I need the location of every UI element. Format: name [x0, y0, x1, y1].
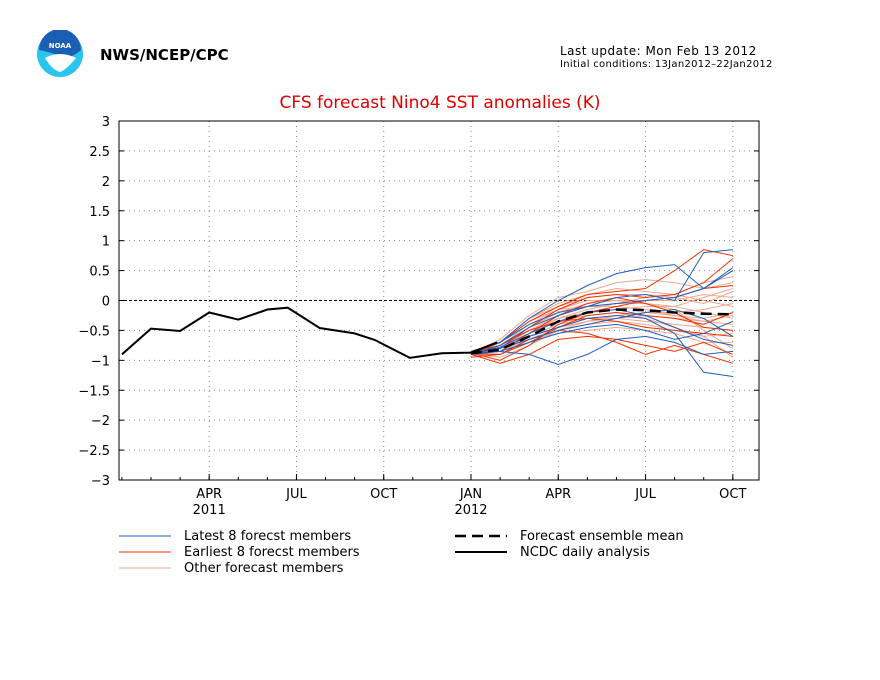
- x-tick-year-label: 2012: [454, 503, 487, 518]
- y-tick-label: −1: [91, 354, 110, 369]
- y-tick-label: −0.5: [78, 324, 110, 339]
- y-tick-label: 1: [102, 235, 110, 250]
- grid-lines: [119, 121, 759, 480]
- legend-label-mean: Forecast ensemble mean: [520, 529, 684, 544]
- legend-label-analysis: NCDC daily analysis: [520, 545, 650, 560]
- series-lines: [121, 249, 734, 377]
- x-tick-label: APR: [196, 487, 222, 502]
- earliest-member-line: [470, 258, 734, 354]
- x-tick-label: JUL: [285, 487, 307, 502]
- y-tick-label: 1.5: [89, 205, 110, 220]
- y-tick-label: 3: [102, 115, 110, 130]
- x-tick-label: JUL: [634, 487, 656, 502]
- last-update-label: Last update: Mon Feb 13 2012: [560, 44, 757, 58]
- legend-label-other: Other forecast members: [184, 561, 344, 576]
- x-tick-label: JAN: [459, 487, 482, 502]
- other-member-line: [470, 279, 733, 354]
- chart-title: CFS forecast Nino4 SST anomalies (K): [279, 93, 600, 113]
- latest-member-line: [470, 335, 733, 366]
- latest-member-line: [470, 320, 733, 355]
- x-tick-label: OCT: [719, 487, 746, 502]
- agency-label: NWS/NCEP/CPC: [100, 46, 229, 64]
- y-tick-label: −2: [91, 414, 110, 429]
- noaa-logo-mark: NOAA: [37, 29, 83, 77]
- latest-member-line: [470, 249, 733, 355]
- x-tick-label: APR: [545, 487, 571, 502]
- latest-member-line: [470, 270, 734, 353]
- plot-frame: [118, 120, 760, 481]
- legend-label-earliest: Earliest 8 forecst members: [184, 545, 360, 560]
- y-tick-label: −3: [91, 474, 110, 489]
- analysis-line: [121, 306, 498, 359]
- earliest-member-line: [470, 335, 733, 364]
- earliest-member-line: [470, 249, 733, 355]
- y-tick-label: −2.5: [78, 444, 110, 459]
- y-tick-label: 0.5: [89, 265, 110, 280]
- mean-line: [470, 308, 733, 355]
- initial-conditions-label: Initial conditions: 13Jan2012–22Jan2012: [560, 59, 773, 70]
- y-tick-label: 2.5: [89, 145, 110, 160]
- y-tick-label: 0: [102, 295, 110, 310]
- y-tick-label: −1.5: [78, 384, 110, 399]
- legend-label-latest: Latest 8 forecst members: [184, 529, 351, 544]
- plot-axes: 32.521.510.50−0.5−1−1.5−2−2.5−3APR2011JU…: [78, 115, 760, 518]
- x-tick-year-label: 2011: [193, 503, 226, 518]
- earliest-member-line: [470, 311, 733, 355]
- latest-member-line: [470, 314, 733, 377]
- x-tick-label: OCT: [370, 487, 397, 502]
- svg-text:NOAA: NOAA: [49, 42, 72, 50]
- other-member-line: [470, 303, 733, 354]
- noaa-logo: NOAA: [36, 29, 84, 78]
- y-tick-label: 2: [102, 175, 110, 190]
